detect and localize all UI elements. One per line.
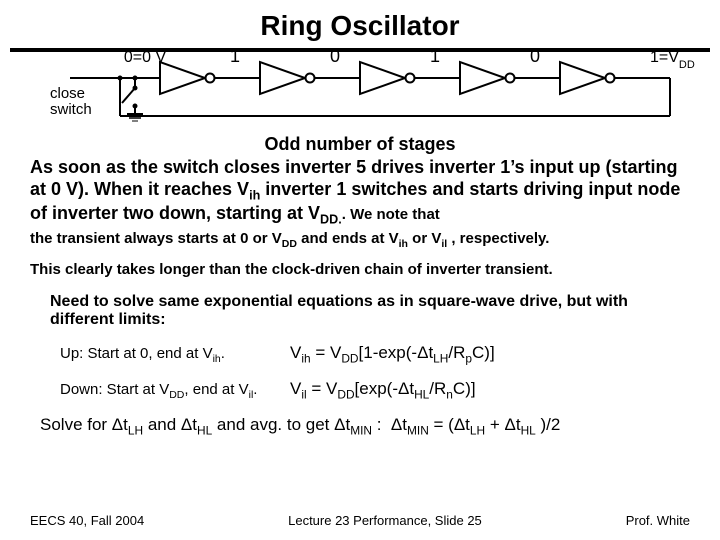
switch-label-2: switch bbox=[50, 101, 92, 118]
node-label-0: 0=0 V bbox=[124, 49, 167, 66]
inverter-5 bbox=[560, 62, 615, 94]
inverter-3 bbox=[360, 62, 415, 94]
paragraph-3: This clearly takes longer than the clock… bbox=[30, 261, 690, 279]
need-paragraph: Need to solve same exponential equations… bbox=[50, 293, 670, 329]
solve-line: Solve for ΔtLH and ΔtHL and avg. to get … bbox=[40, 415, 680, 437]
down-equation-row: Down: Start at VDD, end at Vil. Vil = VD… bbox=[60, 379, 660, 401]
down-left: Down: Start at VDD, end at Vil. bbox=[60, 381, 290, 401]
up-right: Vih = VDD[1-exp(-ΔtLH/RpC)] bbox=[290, 343, 660, 365]
inverter-4 bbox=[460, 62, 515, 94]
footer-right: Prof. White bbox=[626, 513, 690, 528]
slide-title: Ring Oscillator bbox=[0, 0, 720, 48]
paragraph-2: the transient always starts at 0 or VDD … bbox=[30, 230, 690, 251]
node-label-3: 1 bbox=[430, 48, 440, 66]
node-label-2: 0 bbox=[330, 48, 340, 66]
switch-label-1: close bbox=[50, 85, 85, 102]
footer-left: EECS 40, Fall 2004 bbox=[30, 513, 144, 528]
footer: EECS 40, Fall 2004 Lecture 23 Performanc… bbox=[0, 513, 720, 528]
footer-center: Lecture 23 Performance, Slide 25 bbox=[288, 513, 482, 528]
down-right: Vil = VDD[exp(-ΔtHL/RnC)] bbox=[290, 379, 660, 401]
paragraph-1: As soon as the switch closes inverter 5 … bbox=[30, 157, 690, 228]
node-label-1: 1 bbox=[230, 48, 240, 66]
inverter-1 bbox=[160, 62, 215, 94]
node-label-4: 0 bbox=[530, 48, 540, 66]
node-label-5: 1=VDD bbox=[650, 49, 695, 71]
up-left: Up: Start at 0, end at Vih. bbox=[60, 345, 290, 365]
up-equation-row: Up: Start at 0, end at Vih. Vih = VDD[1-… bbox=[60, 343, 660, 365]
ring-oscillator-diagram: 0=0 V 1 0 1 0 1=VDD close switch bbox=[10, 48, 710, 138]
inverter-2 bbox=[260, 62, 315, 94]
